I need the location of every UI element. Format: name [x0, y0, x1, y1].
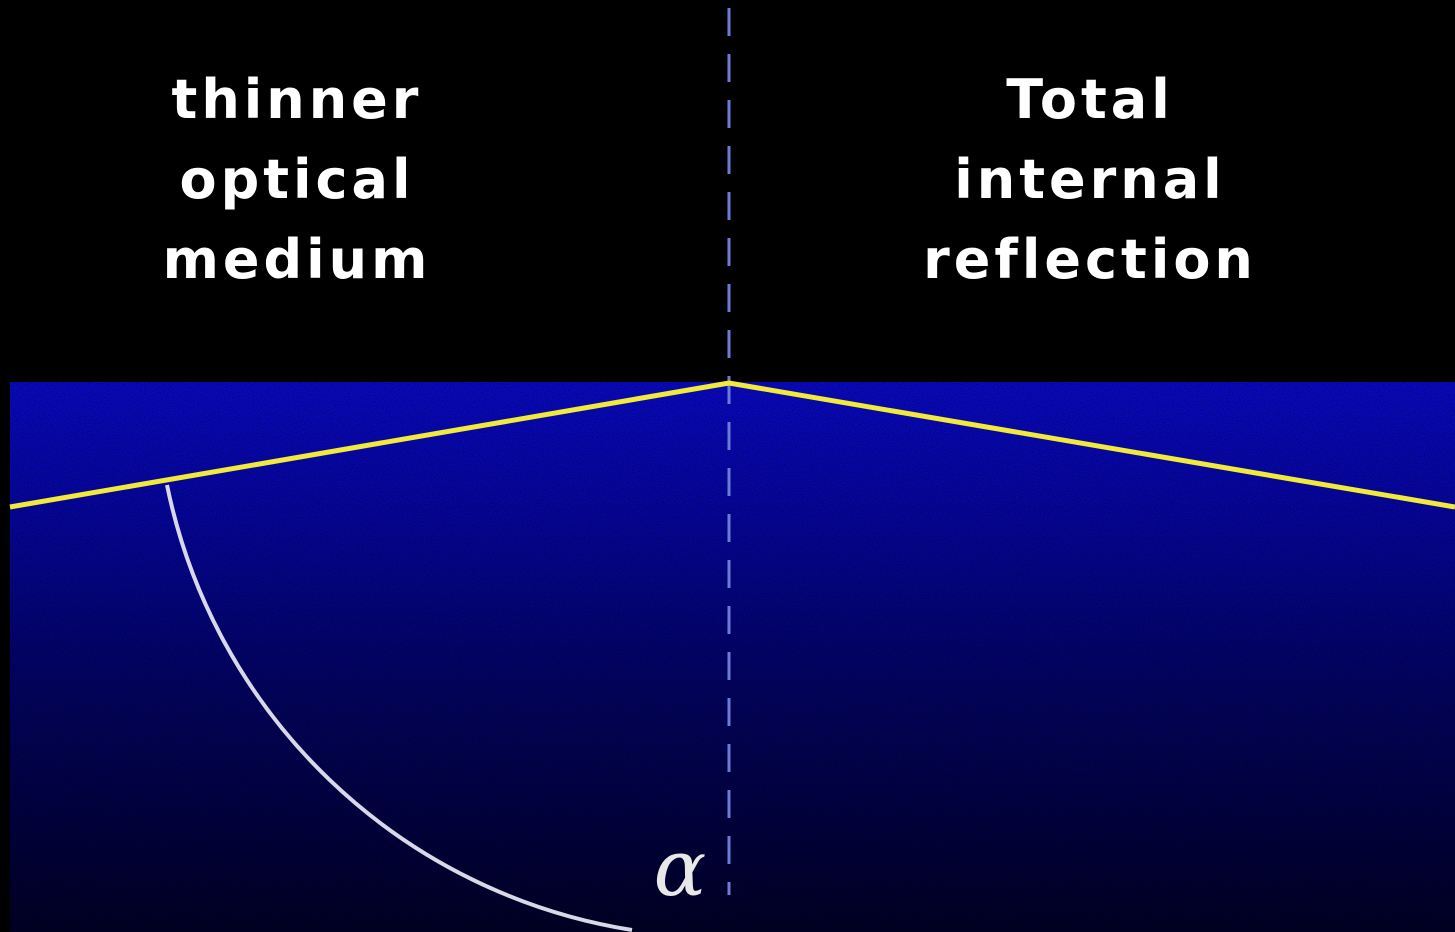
diagram: thinner optical medium Total internal reflec… [0, 0, 1455, 932]
label-line: thinner [172, 68, 423, 131]
label-line: Total [1006, 68, 1174, 131]
label-line: medium [163, 228, 432, 291]
label-line: reflection [923, 228, 1257, 291]
left-label: thinner optical medium [163, 68, 432, 291]
medium-texture [10, 382, 1455, 932]
label-line: internal [954, 148, 1225, 211]
label-line: optical [179, 148, 414, 211]
angle-label: α [654, 824, 707, 914]
